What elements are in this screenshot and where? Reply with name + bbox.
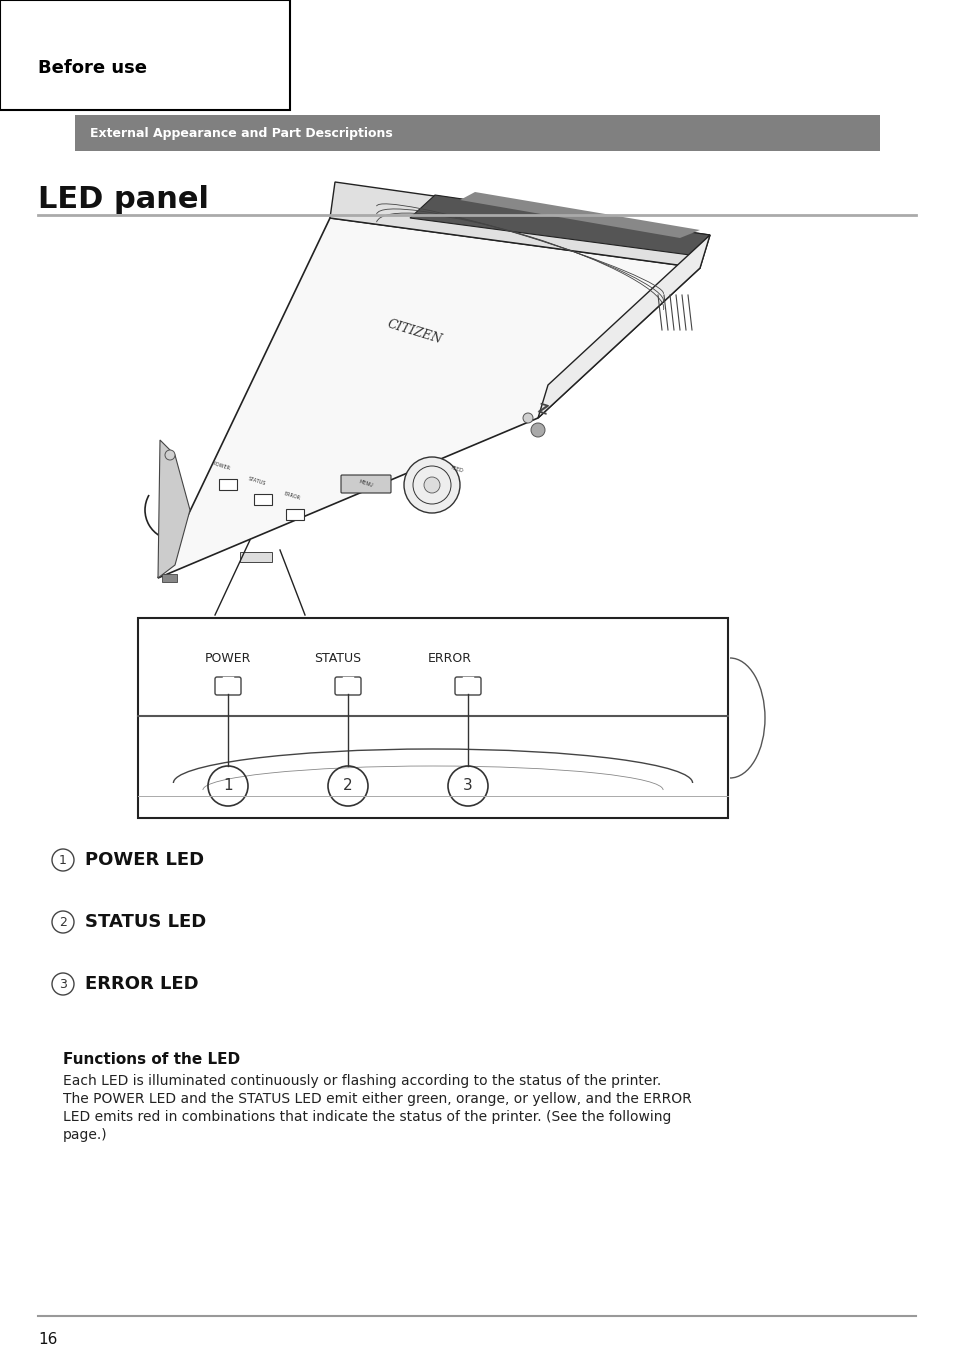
Bar [219, 479, 236, 489]
Bar [75, 115, 879, 151]
FancyBboxPatch shape [340, 475, 391, 493]
Text: Functions of the LED: Functions of the LED [63, 1052, 240, 1067]
Bar [162, 575, 177, 581]
Bar [253, 493, 272, 506]
Circle shape [423, 477, 439, 493]
Text: The POWER LED and the STATUS LED emit either green, orange, or yellow, and the E: The POWER LED and the STATUS LED emit ei… [63, 1092, 691, 1106]
Text: 2: 2 [343, 779, 353, 794]
Text: CITIZEN: CITIZEN [386, 318, 443, 346]
Text: 3: 3 [59, 977, 67, 991]
Text: ERROR LED: ERROR LED [85, 975, 198, 992]
Polygon shape [330, 183, 709, 268]
Text: 1: 1 [59, 853, 67, 867]
Text: 1: 1 [223, 779, 233, 794]
Polygon shape [410, 195, 709, 256]
Circle shape [531, 423, 544, 437]
Circle shape [165, 450, 174, 460]
Text: Z: Z [535, 402, 548, 418]
Circle shape [522, 412, 533, 423]
Text: page.): page.) [63, 1128, 108, 1142]
Bar [240, 552, 272, 562]
Text: STATUS LED: STATUS LED [85, 913, 206, 932]
Bar [138, 618, 727, 818]
Text: STATUS: STATUS [247, 476, 266, 485]
Text: POWER: POWER [205, 652, 251, 664]
FancyBboxPatch shape [214, 677, 241, 695]
Text: LED panel: LED panel [38, 185, 209, 214]
Text: LED emits red in combinations that indicate the status of the printer. (See the : LED emits red in combinations that indic… [63, 1110, 671, 1124]
Bar [286, 508, 304, 521]
Text: 3: 3 [462, 779, 473, 794]
FancyBboxPatch shape [335, 677, 360, 695]
Polygon shape [459, 192, 700, 238]
Text: FEED: FEED [450, 465, 463, 475]
Text: 16: 16 [38, 1332, 57, 1347]
FancyBboxPatch shape [455, 677, 480, 695]
Text: 2: 2 [59, 915, 67, 929]
Text: POWER: POWER [212, 461, 231, 470]
Polygon shape [158, 439, 190, 579]
Polygon shape [158, 218, 700, 579]
Text: MENU: MENU [358, 480, 374, 488]
Text: STATUS: STATUS [314, 652, 361, 664]
Circle shape [403, 457, 459, 512]
Text: ERROR: ERROR [428, 652, 472, 664]
Bar [0, 0, 290, 110]
Text: Each LED is illuminated continuously or flashing according to the status of the : Each LED is illuminated continuously or … [63, 1073, 660, 1088]
Text: External Appearance and Part Descriptions: External Appearance and Part Description… [90, 127, 393, 139]
Text: POWER LED: POWER LED [85, 850, 204, 869]
Polygon shape [537, 235, 709, 418]
Text: Before use: Before use [38, 59, 147, 77]
Text: ERROR: ERROR [283, 491, 300, 502]
